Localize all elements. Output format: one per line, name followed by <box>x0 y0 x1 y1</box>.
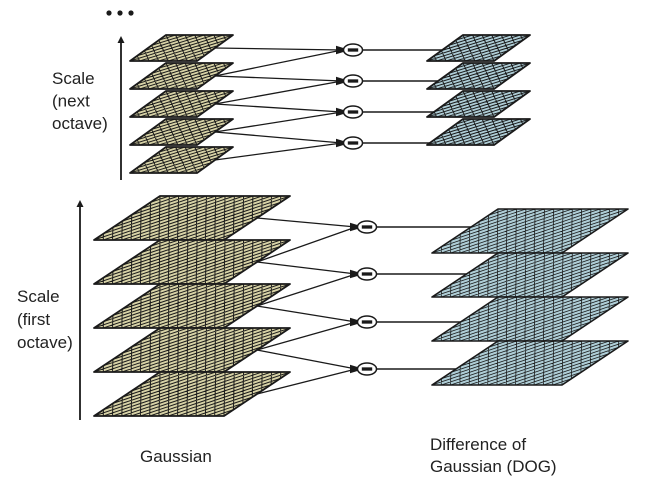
svg-text:(next: (next <box>52 92 90 111</box>
svg-text:(first: (first <box>17 310 50 329</box>
svg-text:Gaussian: Gaussian <box>140 447 212 466</box>
svg-text:octave): octave) <box>52 114 108 133</box>
svg-text:Difference of: Difference of <box>430 435 526 454</box>
svg-text:Gaussian (DOG): Gaussian (DOG) <box>430 457 557 476</box>
svg-text:Scale: Scale <box>52 69 95 88</box>
svg-text:octave): octave) <box>17 333 73 352</box>
svg-text:Scale: Scale <box>17 287 60 306</box>
